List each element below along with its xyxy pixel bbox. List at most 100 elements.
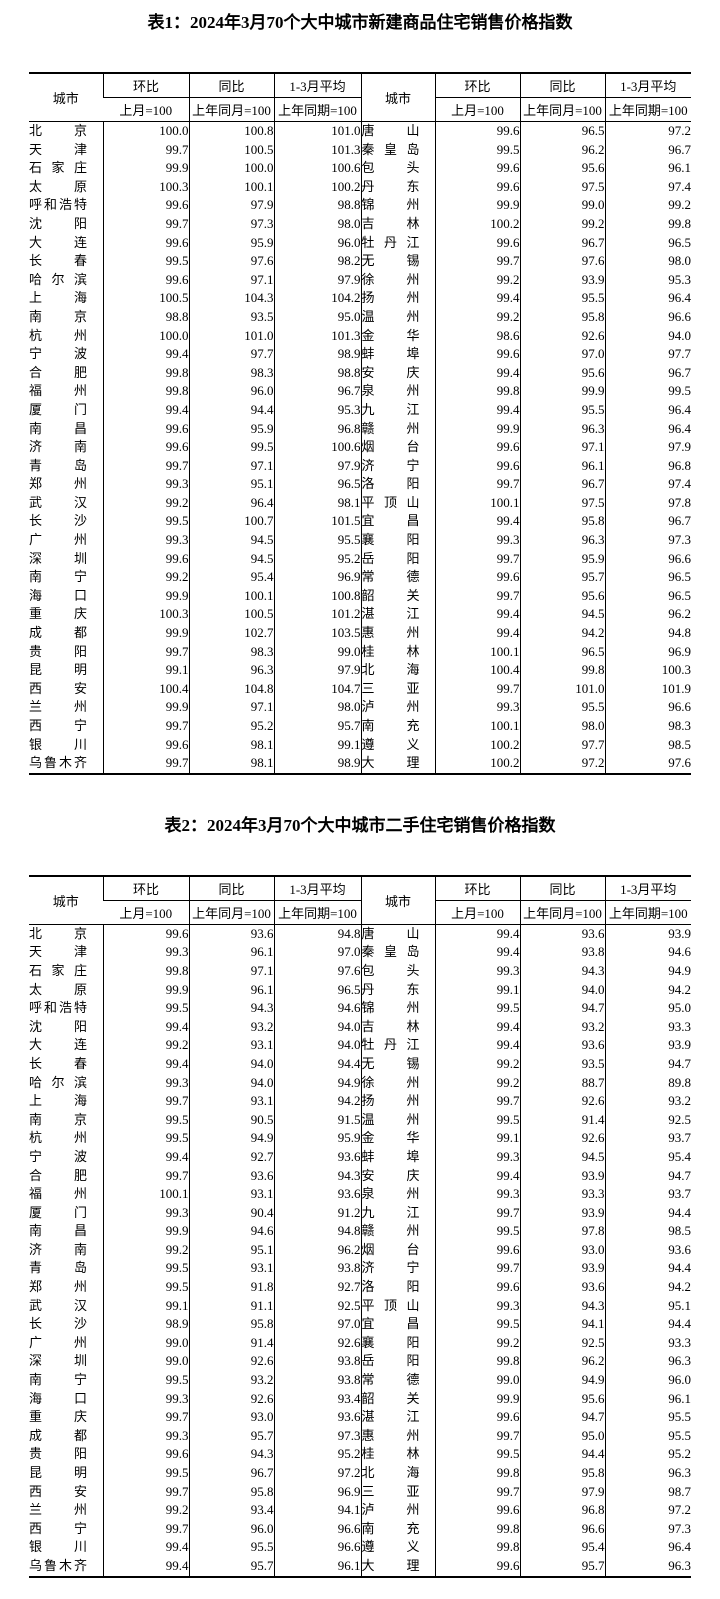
index-value-cell: 95.6 [519,159,605,178]
city-cell: 泉州 [360,382,435,401]
index-value-cell: 95.8 [519,307,605,327]
index-value-cell: 95.5 [273,531,361,550]
city-name: 锦州 [361,1000,420,1016]
index-value-cell: 99.4 [102,1556,189,1577]
city-cell: 海口 [29,1390,103,1409]
index-value-cell: 92.6 [273,1333,361,1353]
column-header-city: 城市 [52,893,79,909]
table2-body: 北京 99.6 93.6 94.8 唐山 99.4 93.6 93.9 天津 99.3 96.1 97… [29,923,691,1577]
index-value-cell: 93.6 [273,1408,361,1427]
index-value-cell: 99.8 [434,1464,520,1483]
index-value-cell: 96.6 [273,1519,361,1539]
index-value-cell: 95.7 [273,717,361,736]
index-value-cell: 94.2 [604,1278,691,1297]
index-value-cell: 99.4 [102,1017,189,1037]
index-value-cell: 99.6 [102,438,189,457]
index-value-cell: 94.3 [519,1296,605,1316]
index-value-cell: 99.8 [102,382,189,401]
city-cell: 北京 [29,923,103,944]
column-header-yoy: 同比 [188,73,274,98]
index-value-cell: 94.7 [519,1408,605,1427]
city-name: 海口 [29,1390,87,1406]
city-name: 西安 [29,1483,87,1499]
table1-body: 北京 100.0 100.8 101.0 唐山 99.6 96.5 97.2 天津 99.7 100… [29,120,691,774]
city-name: 长春 [29,253,87,269]
city-cell: 洛阳 [360,475,435,494]
index-value-cell: 98.8 [273,196,361,215]
city-cell: 重庆 [29,605,103,624]
index-value-cell: 99.3 [434,1185,520,1204]
index-value-cell: 97.2 [519,754,605,774]
city-name: 蚌埠 [361,1148,420,1164]
index-value-cell: 104.2 [273,289,361,308]
index-value-cell: 98.3 [188,642,274,662]
index-value-cell: 94.0 [273,1036,361,1055]
city-cell: 南昌 [29,420,103,439]
index-value-cell: 98.0 [273,214,361,234]
city-cell: 扬州 [360,289,435,308]
city-name: 银川 [29,1539,87,1555]
city-name: 济宁 [361,1260,420,1276]
city-name: 泉州 [361,1186,420,1202]
index-value-cell: 96.3 [604,1352,691,1372]
column-header-yoy: 同比 [519,73,605,98]
table-row: 银川 99.6 98.1 99.1 遵义 100.2 97.7 98.5 [29,735,691,755]
column-header-avg-base: 上年同期=100 [273,97,361,122]
index-value-cell: 94.3 [188,999,274,1018]
table-row: 长沙 98.9 95.8 97.0 宜昌 99.5 94.1 94.4 [29,1315,691,1334]
index-value-cell: 92.7 [273,1278,361,1297]
city-cell: 济南 [29,1241,103,1260]
index-value-cell: 99.3 [434,961,520,981]
index-value-cell: 95.3 [273,400,361,420]
table-row: 太原 99.9 96.1 96.5 丹东 99.1 94.0 94.2 [29,980,691,1000]
index-value-cell: 94.9 [604,961,691,981]
city-cell: 广州 [29,531,103,550]
index-value-cell: 99.7 [434,1426,520,1446]
index-value-cell: 99.9 [519,382,605,401]
city-name: 西宁 [29,1520,87,1536]
index-value-cell: 95.7 [188,1556,274,1577]
index-value-cell: 94.4 [604,1203,691,1223]
index-value-cell: 100.1 [102,1185,189,1204]
index-value-cell: 96.5 [604,586,691,606]
table-row: 昆明 99.1 96.3 97.9 北海 100.4 99.8 100.3 [29,661,691,680]
city-name: 遵义 [361,1539,420,1555]
index-value-cell: 99.6 [102,549,189,569]
index-value-cell: 97.9 [519,1482,605,1502]
city-cell: 银川 [29,736,103,755]
index-value-cell: 92.7 [188,1147,274,1167]
index-value-cell: 97.7 [188,345,274,364]
city-cell: 大理 [360,1556,435,1577]
index-value-cell: 101.2 [273,605,361,625]
city-name: 呼和浩特 [29,197,87,213]
city-name: 桂林 [361,1446,420,1462]
index-value-cell: 99.5 [102,1278,189,1297]
city-cell: 温州 [360,1110,435,1130]
column-header-yoy-base: 上年同月=100 [188,899,274,925]
index-value-cell: 97.0 [273,943,361,962]
city-cell: 宜昌 [360,512,435,532]
column-header-avg: 1-3月平均 [273,875,361,901]
index-value-cell: 95.8 [519,1464,605,1483]
index-value-cell: 93.9 [604,1036,691,1055]
index-value-cell: 94.2 [273,1092,361,1111]
index-value-cell: 100.6 [273,159,361,178]
index-value-cell: 98.8 [102,307,189,327]
index-value-cell: 99.7 [434,586,520,606]
index-value-cell: 99.6 [102,196,189,215]
index-value-cell: 97.2 [604,120,691,141]
index-value-cell: 99.4 [434,624,520,643]
index-value-cell: 99.4 [434,289,520,308]
table2-header: 城市 环比 同比 1-3月平均 城市 环比 同比 1-3月平均 上月=100 上… [29,875,691,925]
index-value-cell: 100.2 [434,754,520,774]
index-value-cell: 94.2 [519,624,605,643]
city-cell: 包头 [360,159,435,178]
index-value-cell: 97.1 [519,438,605,457]
index-value-cell: 92.5 [519,1333,605,1353]
table-row: 南京 98.8 93.5 95.0 温州 99.2 95.8 96.6 [29,307,691,327]
city-cell: 桂林 [360,642,435,662]
index-value-cell: 93.1 [188,1185,274,1204]
city-name: 北海 [361,662,420,678]
index-value-cell: 96.5 [273,980,361,1000]
city-name: 韶关 [361,1390,420,1406]
